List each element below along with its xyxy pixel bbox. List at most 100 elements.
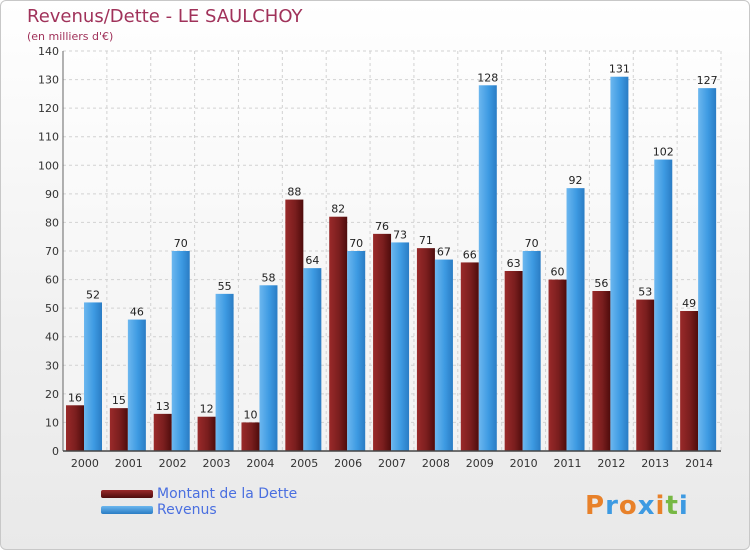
data-label: 67 (437, 246, 451, 259)
data-label: 52 (86, 288, 100, 301)
data-label: 127 (697, 74, 718, 87)
bar-revenus (347, 251, 366, 451)
x-tick-label: 2013 (641, 457, 669, 470)
bar-revenus (478, 85, 497, 452)
data-label: 102 (653, 146, 674, 159)
bar-revenus (84, 302, 102, 451)
y-tick-label: 80 (45, 216, 59, 229)
bar-dette (373, 233, 392, 451)
bar-revenus (215, 293, 234, 451)
data-label: 82 (331, 203, 345, 216)
bar-revenus (610, 76, 629, 451)
data-label: 92 (569, 174, 583, 187)
bar-dette (197, 416, 216, 451)
bar-dette (109, 408, 128, 451)
x-tick-label: 2009 (466, 457, 494, 470)
data-label: 70 (525, 237, 539, 250)
bar-dette (416, 248, 435, 451)
bar-revenus (303, 268, 322, 451)
x-tick-label: 2004 (246, 457, 274, 470)
x-tick-label: 2000 (71, 457, 99, 470)
bar-dette (592, 291, 611, 451)
x-tick-label: 2005 (290, 457, 318, 470)
logo-letter: i (678, 491, 689, 521)
data-label: 131 (609, 63, 630, 76)
bar-dette (680, 311, 699, 451)
bar-revenus (127, 319, 146, 451)
y-tick-label: 20 (45, 388, 59, 401)
y-tick-label: 110 (38, 131, 59, 144)
logo-letter: i (655, 491, 666, 521)
data-label: 12 (200, 403, 214, 416)
legend-label-revenus: Revenus (157, 502, 217, 518)
y-tick-label: 50 (45, 302, 59, 315)
bar-dette (66, 405, 84, 451)
y-tick-label: 40 (45, 331, 59, 344)
bar-dette (329, 216, 348, 451)
y-tick-label: 140 (38, 45, 59, 58)
data-label: 58 (261, 271, 275, 284)
bar-dette (241, 422, 260, 451)
data-label: 56 (594, 277, 608, 290)
bar-revenus (522, 251, 541, 451)
data-label: 76 (375, 220, 389, 233)
chart-subtitle: (en milliers d'€) (27, 30, 114, 43)
data-label: 73 (393, 228, 407, 241)
data-label: 10 (243, 408, 257, 421)
bar-revenus (698, 88, 717, 452)
y-tick-label: 70 (45, 245, 59, 258)
data-label: 70 (174, 237, 188, 250)
x-tick-label: 2002 (159, 457, 187, 470)
data-label: 70 (349, 237, 363, 250)
data-label: 66 (463, 248, 477, 261)
chart-title: Revenus/Dette - LE SAULCHOY (27, 6, 303, 27)
data-label: 60 (551, 266, 565, 279)
bar-revenus (654, 159, 673, 452)
legend-swatch-debt (101, 490, 153, 498)
bar-revenus (171, 251, 190, 451)
bar-dette (285, 199, 304, 451)
y-tick-label: 0 (52, 445, 59, 458)
data-label: 71 (419, 234, 433, 247)
legend-swatch-revenus (101, 506, 153, 514)
data-label: 49 (682, 297, 696, 310)
x-tick-label: 2011 (553, 457, 581, 470)
bar-revenus (259, 285, 278, 451)
bar-revenus (566, 188, 585, 451)
x-tick-label: 2008 (422, 457, 450, 470)
logo-letter: r (605, 491, 619, 521)
data-label: 64 (305, 254, 319, 267)
bar-revenus (434, 259, 453, 451)
logo-letter: P (585, 491, 606, 521)
x-tick-label: 2006 (334, 457, 362, 470)
data-label: 13 (156, 400, 170, 413)
x-tick-label: 2012 (597, 457, 625, 470)
y-tick-label: 130 (38, 74, 59, 87)
y-tick-label: 60 (45, 274, 59, 287)
bar-dette (504, 271, 523, 451)
x-tick-label: 2003 (203, 457, 231, 470)
data-label: 88 (287, 186, 301, 199)
bar-dette (548, 279, 567, 451)
y-tick-label: 120 (38, 102, 59, 115)
logo-letter: x (637, 491, 656, 521)
data-label: 55 (218, 280, 232, 293)
y-tick-label: 30 (45, 359, 59, 372)
bar-dette (153, 413, 172, 451)
legend-label-debt: Montant de la Dette (157, 486, 298, 502)
bar-dette (636, 299, 655, 451)
data-label: 53 (638, 286, 652, 299)
data-label: 46 (130, 306, 144, 319)
x-tick-label: 2010 (510, 457, 538, 470)
bar-revenus (391, 242, 410, 451)
y-tick-label: 10 (45, 416, 59, 429)
data-label: 128 (477, 71, 498, 84)
x-tick-label: 2001 (115, 457, 143, 470)
proxiti-logo: Proxiti (585, 491, 689, 521)
data-label: 15 (112, 394, 126, 407)
logo-letter: t (665, 491, 679, 521)
y-tick-label: 100 (38, 159, 59, 172)
data-label: 16 (68, 391, 82, 404)
